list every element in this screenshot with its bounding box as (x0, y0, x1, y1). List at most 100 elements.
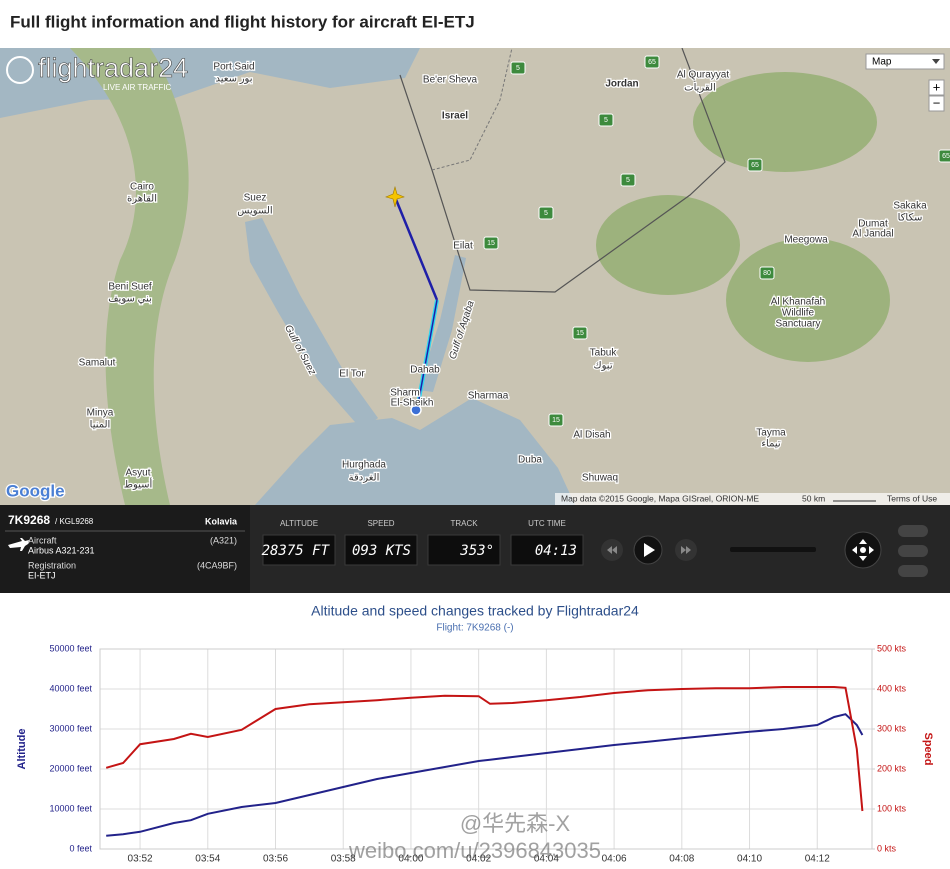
y-tick-label: 50000 feet (49, 643, 92, 653)
map-label: Samalut (79, 358, 116, 369)
center-icon (852, 539, 874, 561)
timeline-slider[interactable] (730, 547, 816, 552)
time-label: UTC TIME (528, 519, 566, 528)
map-label: Sharmaa (468, 391, 509, 402)
x-tick-label: 04:06 (602, 854, 627, 865)
map-label: تبوك (593, 361, 612, 372)
page-title: Full flight information and flight histo… (10, 12, 475, 31)
altitude-display: 28375 FT (262, 543, 331, 559)
chart-subtitle: Flight: 7K9268 (-) (436, 623, 513, 634)
x-tick-label: 04:10 (737, 854, 762, 865)
road-shield-label: 65 (751, 162, 759, 169)
x-tick-label: 03:54 (195, 854, 220, 865)
y2-tick-label: 100 kts (877, 803, 907, 813)
toggle[interactable] (898, 545, 928, 557)
x-tick-label: 04:02 (466, 854, 491, 865)
speed-display: 093 KTS (352, 543, 411, 559)
road-shield (644, 55, 660, 69)
header-bg (0, 0, 950, 48)
y2-tick-label: 300 kts (877, 723, 907, 733)
map-label: Jordan (605, 79, 638, 90)
aircraft: Airbus A321-231 (28, 545, 95, 555)
logo: flightradar24 (38, 53, 188, 83)
plot-border (99, 648, 873, 850)
road-shield (938, 149, 950, 163)
x-tick-label: 03:58 (331, 854, 356, 865)
callsign: / KGL9268 (55, 517, 94, 526)
road-shield (483, 236, 499, 250)
zoom-out-button[interactable] (928, 95, 945, 112)
map-label: Duba (518, 455, 542, 466)
reserve (693, 72, 877, 172)
reserve (596, 195, 740, 295)
map-label: Al Disah (573, 430, 610, 441)
map-label: Dumat (858, 219, 888, 230)
toggle[interactable] (898, 565, 928, 577)
flight-track (416, 299, 438, 411)
map-type-select[interactable] (865, 53, 945, 70)
panel-info-bg (0, 505, 250, 593)
zoom-out[interactable]: − (933, 95, 941, 110)
y-tick-label: 30000 feet (49, 723, 92, 733)
altitude-label: ALTITUDE (280, 519, 318, 528)
x-tick-label: 03:56 (263, 854, 288, 865)
map-label: المنيا (90, 420, 111, 431)
rewind-icon (607, 546, 617, 554)
map-type[interactable]: Map (872, 57, 892, 68)
map-label: بور سعيد (215, 74, 252, 85)
nile-valley (70, 48, 189, 505)
gulf-of-aqaba (418, 255, 466, 392)
y2-tick-label: 0 kts (877, 843, 897, 853)
road-shield-label: 5 (626, 177, 630, 184)
map-label: Eilat (453, 241, 473, 252)
x-tick-label: 04:00 (398, 854, 423, 865)
terms[interactable]: Terms of Use (887, 493, 937, 503)
map-label: Wildlife (782, 308, 815, 319)
map-label: Suez (244, 193, 267, 204)
dropdown-arrow (932, 59, 940, 64)
zoom-in[interactable]: + (933, 79, 941, 94)
y2-tick-label: 200 kts (877, 763, 907, 773)
aircraft-icon[interactable] (385, 185, 405, 208)
forward-icon (681, 546, 691, 554)
map-label: Al Qurayyat (677, 70, 729, 81)
map-label: Sharm (390, 388, 419, 399)
map-label: Al Khanafah (771, 297, 826, 308)
map-label: Port Said (213, 62, 254, 73)
toggle[interactable] (898, 525, 928, 537)
y2-tick-label: 400 kts (877, 683, 907, 693)
map-label: Tabuk (590, 348, 618, 359)
map-label: الغردقة (349, 473, 380, 484)
map-label: Be'er Sheva (423, 75, 478, 86)
attribution-bg (555, 493, 950, 505)
y-tick-label: 20000 feet (49, 763, 92, 773)
map-label: بني سويف (108, 294, 152, 305)
road-shield (510, 61, 526, 75)
zoom-in-button[interactable] (928, 79, 945, 96)
origin-marker (410, 404, 422, 416)
registration-label: Registration (28, 560, 76, 570)
road-shield-label: 15 (552, 417, 560, 424)
road-shield-label: 15 (576, 330, 584, 337)
road-shield (572, 326, 588, 340)
chart-bg (0, 593, 950, 869)
map-label: Minya (87, 408, 114, 419)
map-label: Dahab (410, 365, 440, 376)
map-label: السويس (237, 206, 272, 217)
road-shield-label: 5 (516, 65, 520, 72)
gulf-of-suez (245, 218, 378, 430)
watermark-handle: @华先森-X (460, 811, 571, 836)
map-label: Al Jandal (852, 229, 893, 240)
play-icon (644, 543, 655, 557)
time-display-bg (510, 534, 584, 566)
google-logo: Google (6, 481, 65, 500)
flight-track (393, 196, 439, 301)
map-label: Shuwaq (582, 473, 618, 484)
road-shield (548, 413, 564, 427)
map-label: Tayma (756, 428, 786, 439)
road-shield-label: 5 (544, 210, 548, 217)
map-label: سكاكا (898, 213, 923, 224)
speed-label: SPEED (367, 519, 394, 528)
y2-tick-label: 500 kts (877, 643, 907, 653)
